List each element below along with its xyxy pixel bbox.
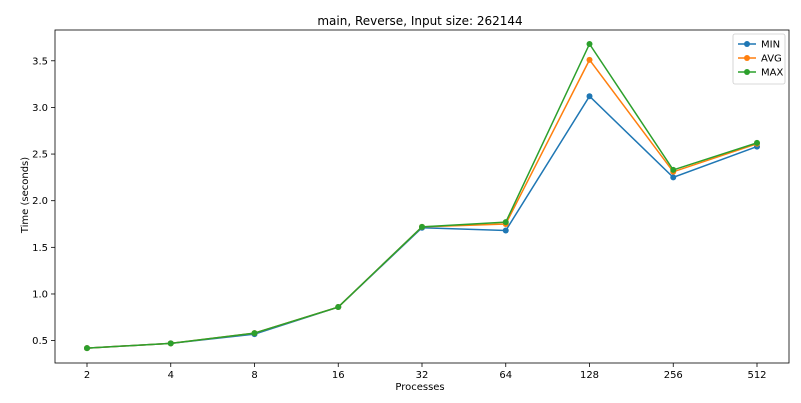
x-axis-label: Processes: [395, 382, 444, 393]
series-line-avg: [86, 58, 758, 349]
series-line-min: [86, 95, 758, 349]
y-tick-label: 2.5: [32, 150, 48, 161]
legend-label-avg: AVG: [761, 54, 782, 65]
data-point-min: [670, 174, 677, 181]
data-point-max: [84, 345, 90, 352]
y-tick-label: 3.0: [32, 103, 48, 114]
x-tick-label: 128: [580, 370, 599, 381]
data-point-max: [251, 330, 258, 337]
data-point-max: [670, 166, 677, 173]
data-point-max: [419, 223, 425, 230]
legend: MIN AVG MAX: [732, 33, 786, 85]
data-point-min: [586, 93, 593, 100]
x-tick-label: 16: [332, 370, 345, 381]
x-tick-label: 256: [664, 370, 683, 381]
y-tick-label: 2.0: [32, 196, 48, 207]
x-tick-label: 8: [251, 370, 257, 381]
x-tick-label: 4: [168, 370, 174, 381]
data-point-max: [335, 304, 342, 311]
y-tick-label: 0.5: [32, 336, 48, 347]
y-tick-label: 3.5: [32, 56, 48, 67]
legend-marker-avg: [744, 55, 750, 61]
legend-marker-max: [744, 69, 750, 75]
series-line-max: [86, 42, 758, 349]
chart-title: main, Reverse, Input size: 262144: [317, 14, 522, 28]
data-point-min: [502, 227, 509, 234]
x-tick-label: 64: [499, 370, 512, 381]
y-tick-label: 1.0: [32, 289, 48, 300]
data-point-avg: [586, 56, 593, 63]
x-tick-label: 512: [747, 370, 766, 381]
x-tick-label: 2: [84, 370, 90, 381]
data-point-max: [502, 219, 509, 226]
legend-marker-min: [744, 41, 750, 47]
axes-frame: [54, 29, 790, 364]
plot-area: 2 4 8 16 32 64 128 256 512 0.5 1.0 1.5 2.0 2.5 3.0 3.5: [32, 29, 790, 381]
data-point-max: [754, 139, 760, 146]
y-tick-label: 1.5: [32, 243, 48, 254]
data-point-max: [586, 40, 593, 47]
data-point-max: [167, 340, 174, 347]
legend-label-max: MAX: [761, 68, 783, 79]
y-axis-label: Time (seconds): [20, 157, 31, 234]
legend-label-min: MIN: [761, 40, 780, 51]
x-tick-label: 32: [416, 370, 429, 381]
